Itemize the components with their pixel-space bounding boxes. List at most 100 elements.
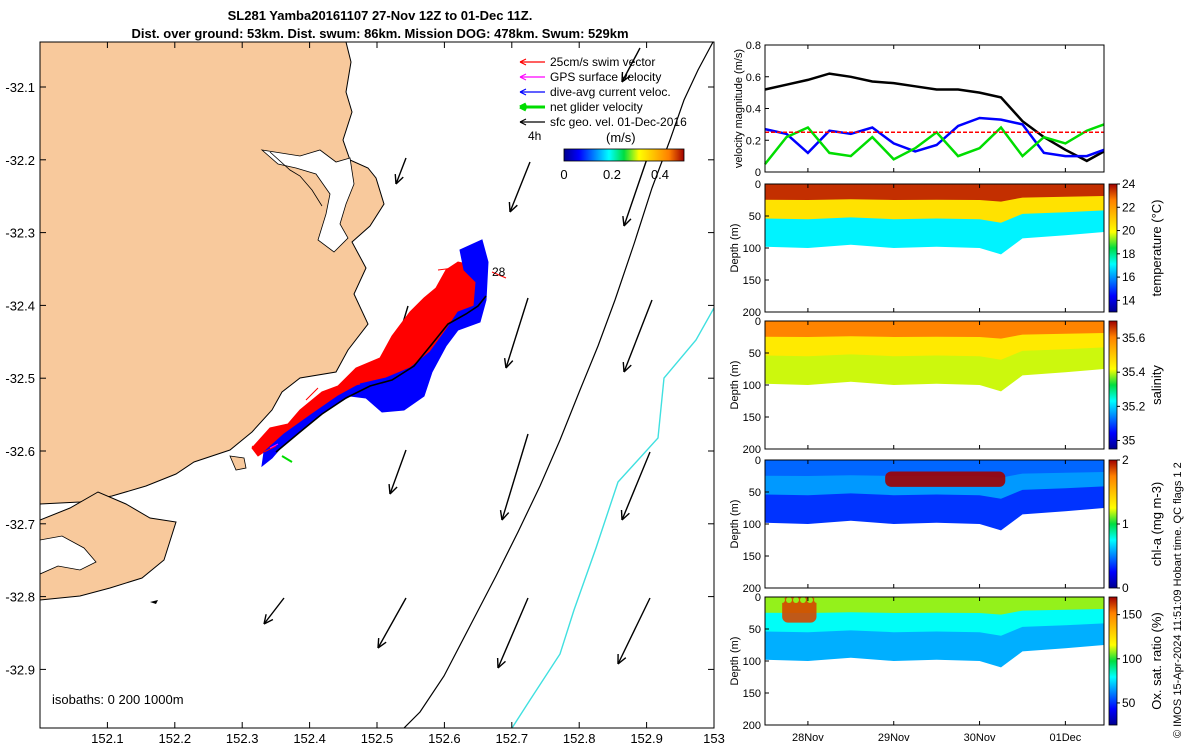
profile-surface-dot bbox=[793, 321, 799, 327]
isobath-legend-label: isobaths: 0 200 1000m bbox=[52, 692, 184, 707]
profile-surface-dot bbox=[870, 597, 876, 603]
profile-surface-dot bbox=[933, 184, 939, 190]
colorbar-tick-label: 2 bbox=[1122, 453, 1129, 467]
speed-colorbar-tick-label: 0 bbox=[560, 167, 567, 182]
profile-surface-dot bbox=[1024, 321, 1030, 327]
profile-surface-dot bbox=[940, 321, 946, 327]
profile-maximum-layer bbox=[782, 597, 817, 623]
legend-hours-label: 4h bbox=[528, 129, 541, 143]
profile-surface-dot bbox=[835, 460, 841, 466]
profile-surface-dot bbox=[1059, 184, 1065, 190]
profile-surface-dot bbox=[1052, 597, 1058, 603]
profile-surface-dot bbox=[926, 597, 932, 603]
profile-surface-dot bbox=[1059, 597, 1065, 603]
profile-panel-temperature: 0 50 100 150 200 Depth (m) 14 16 18 20 22 24 tempera… bbox=[729, 177, 1164, 319]
profile-surface-dot bbox=[856, 597, 862, 603]
profile-surface-dot bbox=[996, 597, 1002, 603]
profile-surface-dot bbox=[1010, 321, 1016, 327]
legend-entry: sfc geo. vel. 01-Dec-2016 bbox=[519, 115, 687, 129]
profile-surface-dot bbox=[912, 321, 918, 327]
profile-surface-dot bbox=[1024, 460, 1030, 466]
legend-label: GPS surface velocity bbox=[550, 70, 661, 84]
colorbar-label: salinity bbox=[1149, 365, 1164, 405]
profile-surface-dot bbox=[1052, 321, 1058, 327]
profile-surface-dot bbox=[1045, 597, 1051, 603]
geostrophic-velocity-arrow bbox=[621, 47, 641, 83]
profile-surface-dot bbox=[1017, 460, 1023, 466]
profile-surface-dot bbox=[1003, 460, 1009, 466]
profile-surface-dot bbox=[1080, 321, 1086, 327]
profile-surface-dot bbox=[926, 321, 932, 327]
profile-surface-dot bbox=[905, 184, 911, 190]
geostrophic-velocity-arrow bbox=[508, 161, 531, 213]
profile-surface-dot bbox=[996, 321, 1002, 327]
legend-label: dive-avg current veloc. bbox=[550, 85, 671, 99]
depth-tick-label: 0 bbox=[755, 316, 761, 328]
profile-surface-dot bbox=[870, 321, 876, 327]
speed-colorbar-tick-label: 0.4 bbox=[651, 167, 669, 182]
profile-surface-dot bbox=[870, 184, 876, 190]
colorbar-label: temperature (°C) bbox=[1149, 200, 1164, 297]
geostrophic-velocity-arrow bbox=[263, 597, 285, 625]
profile-surface-dot bbox=[898, 597, 904, 603]
speed-colorbar-ticks: 0 0.2 0.4 bbox=[560, 167, 669, 182]
profile-surface-dot bbox=[835, 597, 841, 603]
velocity-series-net-glider-speed bbox=[764, 72, 1105, 163]
profile-surface-dot bbox=[926, 460, 932, 466]
net-glider-velocity-marks bbox=[281, 455, 293, 463]
profile-surface-dot bbox=[1059, 321, 1065, 327]
profile-surface-dot bbox=[1010, 460, 1016, 466]
profile-surface-dot bbox=[1059, 460, 1065, 466]
profile-surface-dot bbox=[856, 321, 862, 327]
profile-surface-dot bbox=[1010, 597, 1016, 603]
profile-surface-dot bbox=[786, 460, 792, 466]
profile-surface-dot bbox=[821, 321, 827, 327]
depth-ylabel: Depth (m) bbox=[729, 500, 741, 549]
colorbar-tick-label: 14 bbox=[1122, 293, 1136, 307]
profile-surface-dot bbox=[828, 321, 834, 327]
speed-colorbar bbox=[563, 148, 685, 162]
profile-surface-dot bbox=[772, 184, 778, 190]
profile-surface-dot bbox=[898, 321, 904, 327]
profile-surface-dot bbox=[975, 597, 981, 603]
profile-surface-dot bbox=[765, 184, 771, 190]
colorbar-tick-label: 0 bbox=[1122, 581, 1129, 595]
legend-label: 25cm/s swim vector bbox=[550, 55, 655, 69]
velocity-series-dive-avg-current bbox=[764, 116, 1105, 158]
profile-surface-dot bbox=[1066, 184, 1072, 190]
profile-surface-dot bbox=[1038, 321, 1044, 327]
profile-surface-dot bbox=[1045, 321, 1051, 327]
profile-surface-dot bbox=[884, 460, 890, 466]
depth-tick-label: 200 bbox=[743, 583, 761, 595]
geostrophic-velocity-arrow bbox=[622, 149, 651, 227]
geostrophic-velocity-arrow bbox=[377, 597, 407, 649]
profile-surface-dot bbox=[933, 460, 939, 466]
profile-surface-dot bbox=[1094, 597, 1100, 603]
profile-surface-dot bbox=[912, 184, 918, 190]
profile-surface-dot bbox=[940, 597, 946, 603]
profile-surface-dot bbox=[793, 460, 799, 466]
profile-surface-dot bbox=[982, 321, 988, 327]
profile-surface-dot bbox=[1080, 597, 1086, 603]
gps-surface-velocity-marks bbox=[269, 443, 279, 449]
time-tick-label: 30Nov bbox=[964, 732, 996, 744]
imos-credit-text: © IMOS 15-Apr-2024 11:51:09 Hobart time.… bbox=[1172, 462, 1184, 738]
depth-tick-label: 0 bbox=[755, 592, 761, 604]
red-swim-spikes bbox=[251, 267, 507, 453]
geostrophic-velocity-arrow bbox=[620, 451, 651, 521]
glider-track-line bbox=[275, 295, 487, 453]
profile-colorbar bbox=[1108, 183, 1118, 313]
river-channel bbox=[269, 151, 323, 207]
profile-surface-dot bbox=[814, 184, 820, 190]
profile-surface-dot bbox=[884, 321, 890, 327]
depth-tick-label: 50 bbox=[749, 487, 761, 499]
profile-surface-dot bbox=[800, 460, 806, 466]
profile-surface-dot bbox=[975, 184, 981, 190]
profile-surface-dot bbox=[828, 460, 834, 466]
profile-surface-dot bbox=[877, 460, 883, 466]
profile-surface-dot bbox=[947, 321, 953, 327]
colorbar-tick-label: 16 bbox=[1122, 270, 1136, 284]
profile-surface-dot bbox=[1017, 321, 1023, 327]
